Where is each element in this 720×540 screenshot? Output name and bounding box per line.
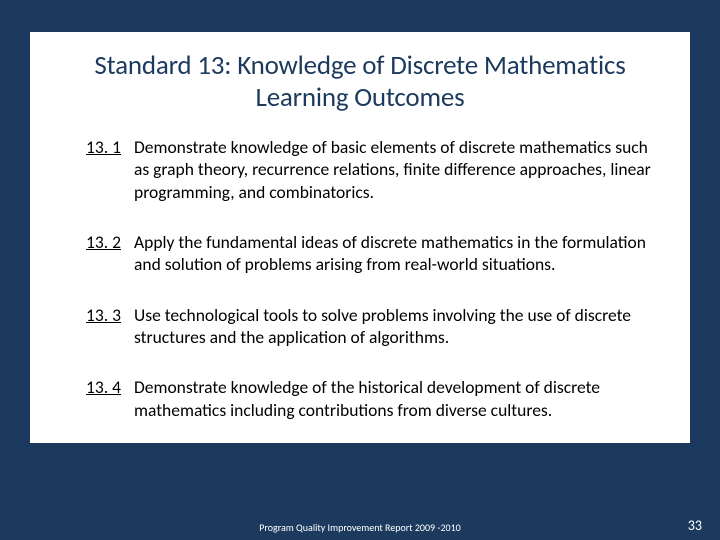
slide-title: Standard 13: Knowledge of Discrete Mathe… <box>58 50 662 114</box>
outcome-item: 13. 4 Demonstrate knowledge of the histo… <box>86 376 658 421</box>
content-panel: Standard 13: Knowledge of Discrete Mathe… <box>30 32 690 443</box>
page-number: 33 <box>688 517 702 534</box>
outcome-item: 13. 2 Apply the fundamental ideas of dis… <box>86 231 658 276</box>
slide: Standard 13: Knowledge of Discrete Mathe… <box>0 0 720 540</box>
outcome-text: Demonstrate knowledge of basic elements … <box>134 136 658 203</box>
outcome-item: 13. 3 Use technological tools to solve p… <box>86 304 658 349</box>
outcome-text: Use technological tools to solve problem… <box>134 304 658 349</box>
outcome-number: 13. 1 <box>86 136 134 158</box>
outcome-item: 13. 1 Demonstrate knowledge of basic ele… <box>86 136 658 203</box>
outcome-number: 13. 4 <box>86 376 134 398</box>
outcome-text: Demonstrate knowledge of the historical … <box>134 376 658 421</box>
outcome-number: 13. 2 <box>86 231 134 253</box>
outcomes-list: 13. 1 Demonstrate knowledge of basic ele… <box>58 136 662 422</box>
footer-caption: Program Quality Improvement Report 2009 … <box>0 521 720 534</box>
outcome-text: Apply the fundamental ideas of discrete … <box>134 231 658 276</box>
outcome-number: 13. 3 <box>86 304 134 326</box>
